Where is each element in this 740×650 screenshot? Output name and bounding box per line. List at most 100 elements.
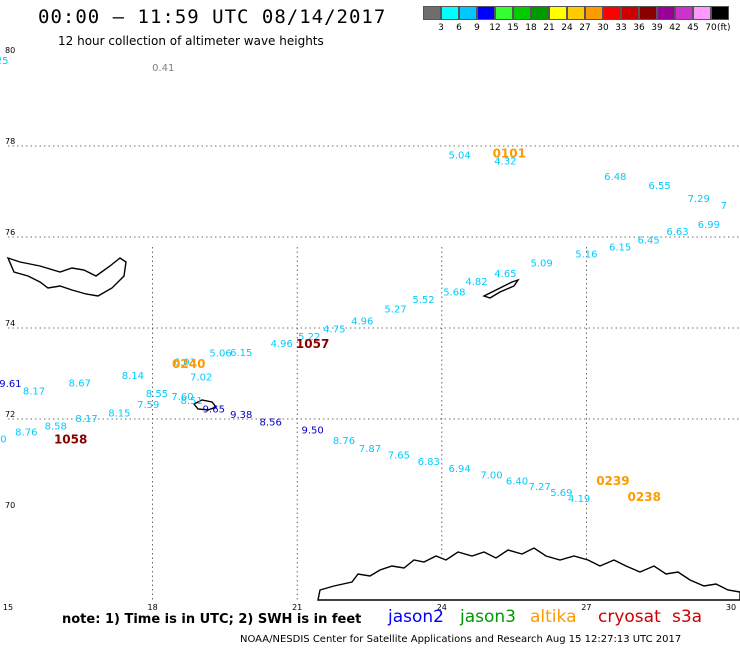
- wave-height-value: 9.50: [301, 426, 323, 437]
- wave-height-value: 8.14: [122, 371, 144, 382]
- colorbar-tick-label: 45: [687, 23, 699, 33]
- lon-tick-label: 15: [3, 603, 13, 612]
- wave-height-value: 8.67: [69, 379, 91, 390]
- lat-tick-label: 72: [5, 410, 15, 419]
- wave-height-value: 4.19: [568, 494, 590, 505]
- wave-height-value: 7.59: [137, 400, 159, 411]
- wave-height-value: 6.15: [609, 243, 631, 254]
- lat-tick-label: 80: [5, 46, 15, 55]
- colorbar-swatch: [441, 6, 459, 20]
- wave-height-value: 5.16: [575, 249, 597, 260]
- wave-height-value: 6.99: [698, 220, 720, 231]
- colorbar-swatch: [513, 6, 531, 20]
- wave-height-value: 5.06: [209, 349, 231, 360]
- legend-jason3: jason3: [460, 607, 516, 627]
- wave-height-value: 6.45: [637, 235, 659, 246]
- legend-jason2: jason2: [388, 607, 444, 627]
- pass-time-label: 0238: [628, 490, 661, 504]
- legend-s3a: s3a: [672, 607, 703, 627]
- wave-height-value: 7.70: [0, 435, 7, 446]
- wave-height-value: 8.15: [108, 408, 130, 419]
- colorbar-tick-label: 33: [615, 23, 627, 33]
- colorbar-swatch: [675, 6, 693, 20]
- colorbar-tick-label: 6: [456, 23, 462, 33]
- colorbar-swatch: [603, 6, 621, 20]
- wave-height-value: 7.29: [688, 194, 710, 205]
- lon-tick-label: 24: [437, 603, 447, 612]
- hopen-coast: [482, 278, 520, 299]
- colorbar-tick-label: 70: [705, 23, 717, 33]
- wave-height-value: 5.69: [550, 488, 572, 499]
- wave-height-value: 7.02: [190, 372, 212, 383]
- colorbar-swatch: [477, 6, 495, 20]
- wave-height-value: 5.52: [412, 295, 434, 306]
- colorbar-tick-label: 12: [489, 23, 501, 33]
- lat-tick-label: 76: [5, 228, 15, 237]
- map-subtitle: 12 hour collection of altimeter wave hei…: [58, 34, 324, 48]
- pass-times: 0101 0240 1057 1058 0239 0238: [54, 146, 661, 504]
- wave-height-value: 4.75: [323, 325, 345, 336]
- wave-height-value: 9.61: [0, 379, 22, 390]
- wave-height-value: 8.56: [260, 417, 282, 428]
- norway-coast: [317, 547, 740, 601]
- colorbar-swatch: [711, 6, 729, 20]
- wave-height-value: 6.40: [506, 477, 528, 488]
- colorbar-swatch: [567, 6, 585, 20]
- wave-height-value: 6.94: [449, 464, 471, 475]
- wave-height-value: 8.76: [15, 427, 37, 438]
- lat-lon-grid: 15 18 21 24 27 30 80 78 76 74 72 70: [3, 46, 740, 612]
- wave-height-value: 8.51: [181, 396, 203, 407]
- wave-height-value: 7.65: [388, 451, 410, 462]
- wave-height-value: 7.60: [171, 392, 193, 403]
- credit-line: NOAA/NESDIS Center for Satellite Applica…: [240, 634, 682, 645]
- colorbar-swatch: [657, 6, 675, 20]
- colorbar-tick-label: 42: [669, 23, 681, 33]
- pass-time-label: 1057: [296, 337, 329, 351]
- colorbar-tick-label: 21: [543, 23, 555, 33]
- wave-height-value: 5.68: [443, 288, 465, 299]
- legend-altika: altika: [530, 607, 577, 627]
- lat-tick-label: 74: [5, 319, 15, 328]
- bear-island-coast: [192, 399, 218, 411]
- map-title: 00:00 – 11:59 UTC 08/14/2017: [38, 6, 387, 28]
- colorbar-tick-label: 15: [507, 23, 519, 33]
- wave-height-value: 9.65: [203, 405, 225, 416]
- wave-height-value: 6.83: [418, 457, 440, 468]
- pass-time-label: 0240: [172, 357, 205, 371]
- wave-height-value: 7.00: [480, 471, 502, 482]
- wave-height-value: 4.65: [494, 269, 516, 280]
- wave-height-value: 6.03: [174, 357, 196, 368]
- colorbar-tick-label: 27: [579, 23, 591, 33]
- wave-height-value: 5.22: [298, 332, 320, 343]
- wave-height-value: 4.82: [465, 277, 487, 288]
- wave-height-value: 9.38: [230, 410, 252, 421]
- lon-tick-label: 21: [292, 603, 302, 612]
- wave-height-value: 5.27: [384, 305, 406, 316]
- wave-height-value: 4.96: [351, 316, 373, 327]
- lon-tick-label: 30: [726, 603, 736, 612]
- colorbar-unit: (ft): [717, 23, 731, 33]
- colorbar-swatch: [459, 6, 477, 20]
- wave-height-value: 8.76: [333, 436, 355, 447]
- colorbar-tick-label: 18: [525, 23, 537, 33]
- colorbar-swatch: [639, 6, 657, 20]
- altimeter-tracks: 3.25 6.48 6.55 7.29 76.99 6.63 6.45 6.15 5.16 5.0…: [0, 56, 727, 505]
- wave-height-value: 4.32: [494, 157, 516, 168]
- wave-height-value: 7.87: [359, 444, 381, 455]
- colorbar-swatch: [693, 6, 711, 20]
- wave-height-value: 6.55: [649, 181, 671, 192]
- wave-height-value: 6.63: [666, 227, 688, 238]
- lat-tick-label: 78: [5, 137, 15, 146]
- pass-time-label: 0239: [596, 474, 629, 488]
- wave-height-value: 7: [721, 201, 727, 212]
- wave-height-value: 6.48: [604, 172, 626, 183]
- colorbar-swatch: [621, 6, 639, 20]
- colorbar-tick-label: 3: [438, 23, 444, 33]
- colorbar-tick-label: 36: [633, 23, 645, 33]
- wave-height-value: 6.15: [230, 348, 252, 359]
- wave-height-value: 5.04: [449, 150, 471, 161]
- wave-height-value: 8.58: [45, 421, 67, 432]
- wave-height-value: 8.17: [23, 386, 45, 397]
- coastline: [6, 256, 740, 601]
